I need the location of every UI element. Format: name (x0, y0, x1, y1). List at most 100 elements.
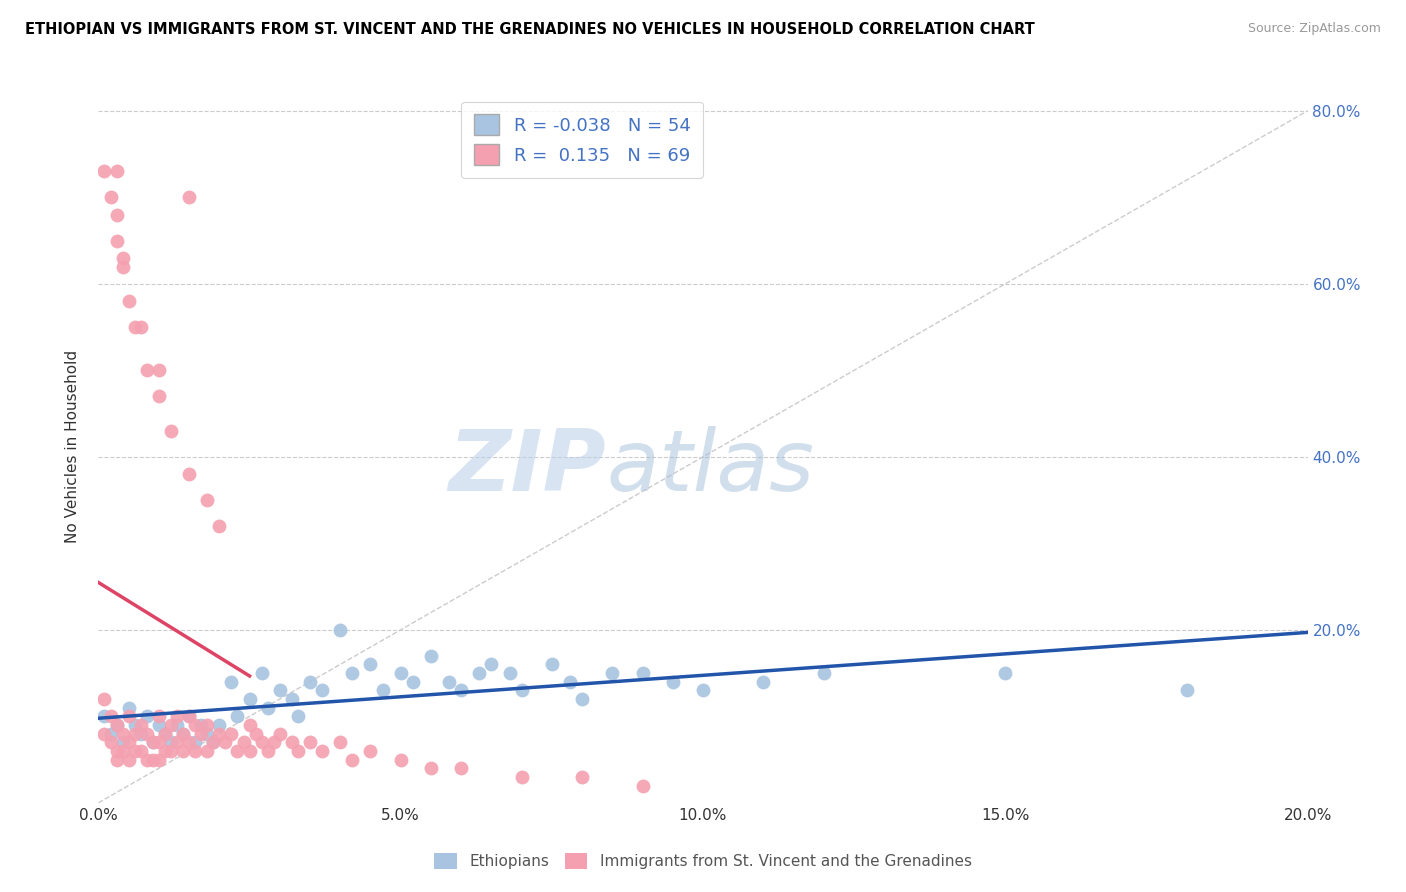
Point (239, 718, 262, 732)
Point (190, 718, 212, 732)
Point (118, 735, 141, 749)
Point (299, 735, 322, 749)
Point (202, 735, 225, 749)
Point (105, 208, 128, 222)
Point (142, 735, 165, 749)
Point (221, 726, 243, 740)
Point (172, 726, 194, 740)
Point (148, 735, 170, 749)
Point (93, 164, 115, 178)
Point (124, 726, 146, 740)
Point (153, 744, 176, 758)
Point (93, 692, 115, 706)
Text: atlas: atlas (606, 425, 814, 509)
Point (389, 666, 412, 681)
Point (93, 726, 115, 740)
Point (281, 692, 304, 706)
Point (172, 744, 194, 758)
Point (111, 726, 134, 740)
Point (510, 770, 533, 784)
Text: ZIP: ZIP (449, 425, 606, 509)
Point (179, 467, 201, 482)
Point (118, 294, 141, 309)
Point (571, 770, 593, 784)
Point (360, 657, 382, 672)
Point (129, 718, 152, 732)
Point (510, 683, 533, 698)
Point (111, 744, 134, 758)
Point (402, 674, 425, 689)
Point (226, 744, 249, 758)
Point (105, 234, 128, 248)
Point (232, 735, 254, 749)
Point (111, 251, 134, 265)
Point (111, 735, 134, 749)
Point (184, 744, 207, 758)
Point (160, 735, 183, 749)
Text: Source: ZipAtlas.com: Source: ZipAtlas.com (1247, 22, 1381, 36)
Point (287, 709, 309, 723)
Point (190, 726, 212, 740)
Point (148, 753, 170, 767)
Point (160, 424, 183, 438)
Point (1175, 683, 1198, 698)
Point (813, 666, 835, 681)
Point (208, 519, 231, 533)
Point (160, 744, 183, 758)
Point (371, 683, 394, 698)
Point (105, 718, 128, 732)
Point (468, 666, 491, 681)
Point (226, 709, 249, 723)
Point (100, 709, 122, 723)
Point (602, 666, 624, 681)
Legend: Ethiopians, Immigrants from St. Vincent and the Grenadines: Ethiopians, Immigrants from St. Vincent … (429, 847, 977, 875)
Point (179, 709, 201, 723)
Point (287, 744, 309, 758)
Point (329, 735, 352, 749)
Point (195, 726, 218, 740)
Point (111, 260, 134, 274)
Point (105, 753, 128, 767)
Point (311, 744, 333, 758)
Point (160, 718, 183, 732)
Point (184, 718, 207, 732)
Point (481, 657, 503, 672)
Point (269, 726, 291, 740)
Point (239, 744, 262, 758)
Point (250, 735, 273, 749)
Point (153, 726, 176, 740)
Point (299, 674, 322, 689)
Point (208, 726, 231, 740)
Point (752, 674, 775, 689)
Point (124, 718, 146, 732)
Point (124, 320, 146, 334)
Point (179, 190, 201, 204)
Point (281, 735, 304, 749)
Point (105, 164, 128, 178)
Point (135, 753, 157, 767)
Point (105, 744, 128, 758)
Point (558, 674, 581, 689)
Point (100, 190, 122, 204)
Point (342, 753, 364, 767)
Point (166, 718, 188, 732)
Point (269, 683, 291, 698)
Point (195, 493, 218, 508)
Point (256, 700, 278, 714)
Legend: R = -0.038   N = 54, R =  0.135   N = 69: R = -0.038 N = 54, R = 0.135 N = 69 (461, 102, 703, 178)
Point (245, 726, 267, 740)
Point (360, 744, 382, 758)
Point (420, 761, 443, 775)
Point (195, 718, 218, 732)
Point (692, 683, 714, 698)
Point (195, 744, 218, 758)
Point (118, 753, 141, 767)
Point (437, 674, 460, 689)
Point (631, 779, 654, 793)
Point (450, 761, 472, 775)
Point (135, 363, 157, 377)
Point (540, 657, 562, 672)
Point (166, 735, 188, 749)
Point (202, 735, 225, 749)
Point (498, 666, 520, 681)
